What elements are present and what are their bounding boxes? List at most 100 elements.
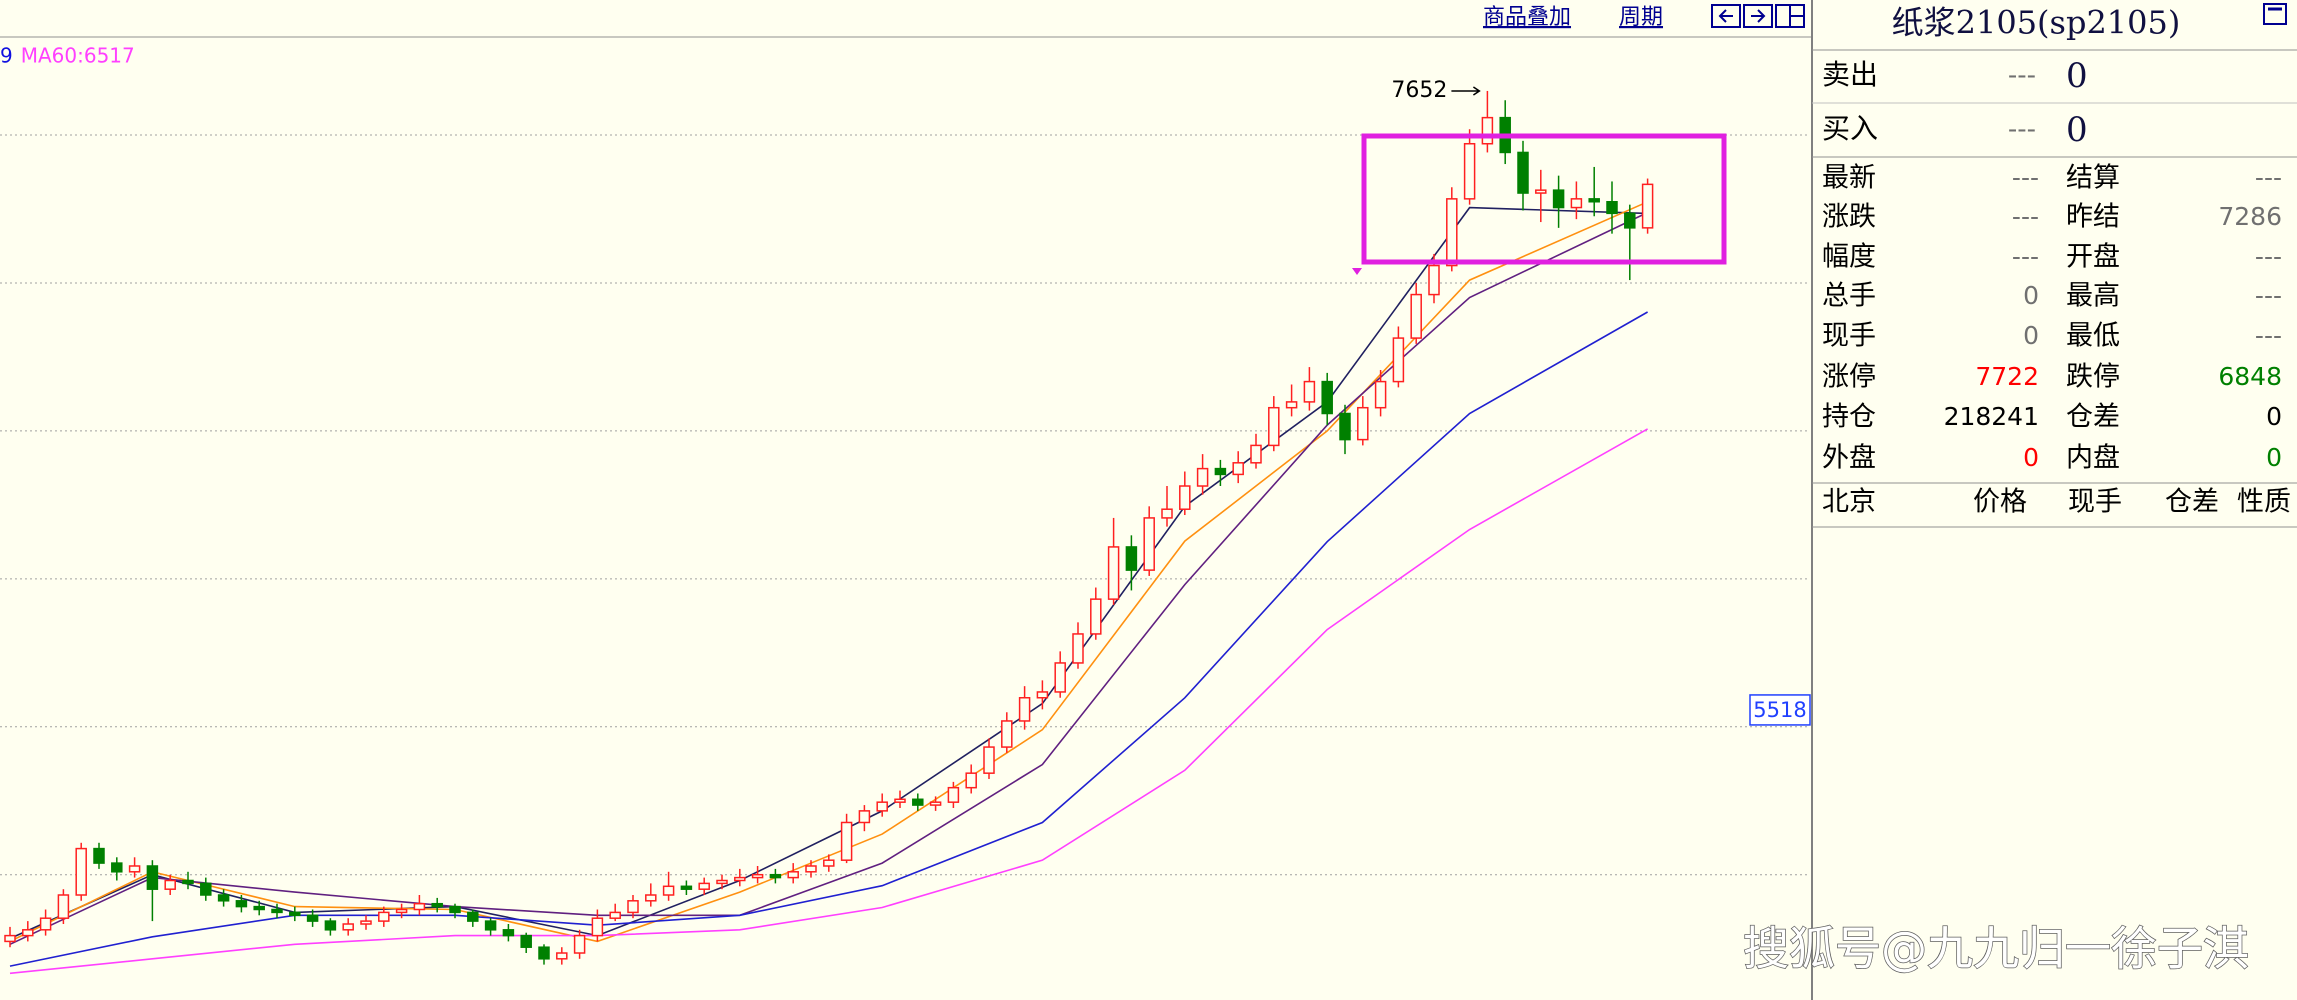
ma-legend: MA60:6517 [21,44,135,68]
candle-body [840,821,853,861]
field-value: 0 [2023,321,2039,350]
candle-body [769,873,782,879]
bidask-price: --- [2008,61,2036,91]
candle-body [823,859,835,867]
candle-body [751,873,764,879]
field-value: 6848 [2218,362,2282,391]
candle-body [1624,212,1636,229]
candle-body [324,920,337,931]
candle-body [1179,485,1191,510]
maximize-button[interactable] [2263,3,2287,25]
period-link[interactable]: 周期 [1619,5,1663,30]
candle-body [1321,380,1333,415]
candle-body [271,908,283,914]
candle-body [1018,697,1031,722]
field-value: --- [2012,163,2039,192]
field-value: 0 [2266,402,2282,431]
candle-body [929,801,942,806]
field-value: 0 [2023,281,2039,310]
candle-body [627,900,639,914]
candle-body [538,946,550,960]
candle-body [662,885,675,896]
candle-body [22,929,34,937]
candle-body [182,879,194,885]
ma-line [9,428,1648,975]
candle-body [235,900,248,908]
ma-line [9,211,1648,946]
candle-body [75,847,87,896]
field-value: --- [2255,321,2282,350]
candle-body [734,876,746,882]
quote-panel: 纸浆2105(sp2105) 卖出 --- 0 买入 --- 0 最新 --- 结算 --- 涨跌 -… [1812,3,2297,528]
candle-body [1446,198,1458,267]
candle-body [200,882,212,896]
candle-body [4,934,16,943]
field-value: 0 [2266,443,2282,472]
candle-body [1463,142,1476,200]
candle-body [289,911,301,917]
field-value: --- [2255,242,2282,271]
candle-body [1001,720,1013,748]
ticks-header: 北京 [1822,487,1876,518]
candle-body [1410,293,1422,339]
marker-triangle [1352,268,1362,275]
field-value: --- [2012,242,2039,271]
ticks-header: 仓差 [2165,487,2219,518]
candle-body [1107,546,1120,600]
candle-body [128,865,141,873]
candle-body [520,934,532,948]
candle-body [306,914,319,922]
field-label: 昨结 [2066,202,2120,233]
candle-body [1143,517,1155,571]
field-label: 跌停 [2066,362,2120,393]
candle-body [894,798,906,803]
contract-title: 纸浆2105(sp2105) [1892,4,2181,42]
candle-body [413,902,426,911]
candle-body [57,894,70,919]
price-marker: 5518 [1753,698,1806,722]
field-label: 持仓 [1822,402,1876,433]
ticks-header: 现手 [2068,487,2122,518]
candle-body [1214,467,1227,476]
candle-body [876,801,888,812]
overlay-link[interactable]: 商品叠加 [1483,5,1571,30]
nav-right-arrow [1751,9,1766,23]
candle-body [111,862,123,873]
candle-body [698,882,710,890]
nav-split-lines [1789,5,1804,27]
field-value: 218241 [1944,402,2039,431]
candle-body [573,934,586,954]
candle-body [1036,691,1049,699]
nav-left[interactable] [1711,4,1741,28]
candle-body [591,917,604,937]
candle-body [502,929,515,937]
field-label: 最低 [2066,321,2120,352]
candle-body [431,902,443,908]
candle-body [556,952,568,960]
field-label: 结算 [2066,163,2120,194]
candle-body [217,894,230,902]
candle-body [93,847,105,864]
ma-line [9,311,1648,967]
candle-body [378,911,390,922]
candle-body [164,879,176,890]
candle-body [1606,201,1618,215]
candle-body [680,885,693,890]
candle-body [805,865,817,873]
nav-right[interactable] [1743,4,1773,28]
nav-icons[interactable] [1711,4,1805,28]
nav-left-arrow [1718,9,1733,23]
candle-body [1357,406,1369,441]
ma-legend: 9 [0,44,13,68]
candle-body [484,920,497,931]
highlight-box [1361,133,1727,265]
candle-body [787,871,799,879]
high-arrow [1451,86,1481,96]
candle-body [609,911,621,919]
field-label: 幅度 [1822,242,1876,273]
candle-body [1641,183,1654,229]
candle-body [1232,462,1244,476]
candle-body [449,905,461,914]
candle-body [1072,633,1084,664]
